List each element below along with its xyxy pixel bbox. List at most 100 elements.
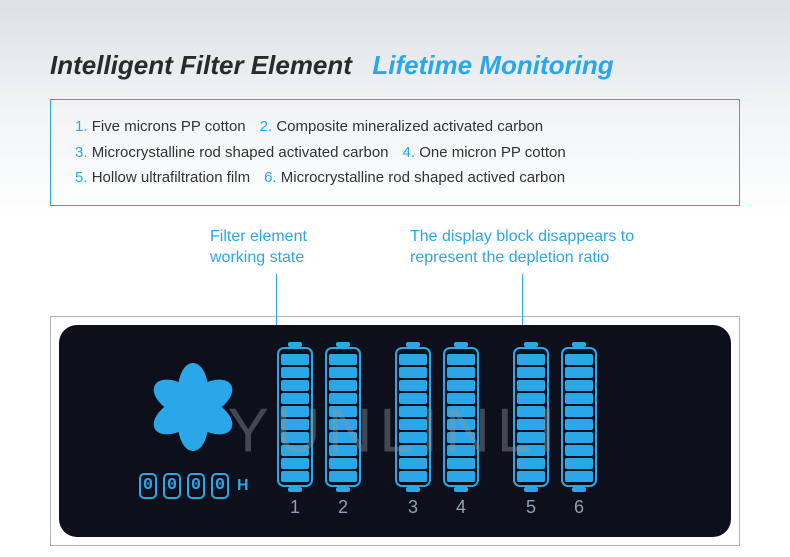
filter-segment: [565, 393, 593, 404]
legend-text: Hollow ultrafiltration film: [92, 169, 250, 186]
filter-segment: [565, 406, 593, 417]
legend-num: 1.: [75, 118, 88, 135]
filter-column: 3: [393, 347, 433, 518]
filter-segment: [281, 367, 309, 378]
filter-segment: [565, 380, 593, 391]
filter-segment: [399, 445, 427, 456]
filter-segment: [329, 458, 357, 469]
filter-segment: [565, 419, 593, 430]
filter-column: 4: [441, 347, 481, 518]
hours-counter: 0 0 0 0 H: [139, 473, 249, 499]
filter-segment: [517, 432, 545, 443]
counter-digit: 0: [163, 473, 181, 499]
filter-segment: [399, 432, 427, 443]
legend-item: 4. One micron PP cotton: [403, 140, 566, 166]
callout-line: The display block disappears to: [410, 226, 634, 248]
filter-segment: [329, 419, 357, 430]
filter-label: 3: [408, 497, 418, 518]
filter-segment: [281, 432, 309, 443]
filter-segment: [517, 367, 545, 378]
filter-segment: [517, 354, 545, 365]
filter-column: 6: [559, 347, 599, 518]
filter-segment: [329, 471, 357, 482]
legend-box: 1. Five microns PP cotton 2. Composite m…: [50, 99, 740, 206]
filter-column: 2: [323, 347, 363, 518]
filter-segment: [329, 445, 357, 456]
filter-label: 1: [290, 497, 300, 518]
filter-segment: [281, 393, 309, 404]
filter-segment: [399, 406, 427, 417]
filter-segment: [517, 458, 545, 469]
title-row: Intelligent Filter Element Lifetime Moni…: [50, 50, 740, 81]
filter-column: 1: [275, 347, 315, 518]
filter-segment: [281, 445, 309, 456]
filter-segment: [447, 445, 475, 456]
filter-segment: [517, 393, 545, 404]
legend-num: 2.: [260, 118, 273, 135]
filter-segment: [565, 354, 593, 365]
display-frame: 0 0 0 0 H 123456 YUNLINLI: [50, 316, 740, 546]
filter-segment: [447, 367, 475, 378]
title-primary: Intelligent Filter Element: [50, 50, 352, 80]
filter-segment: [565, 367, 593, 378]
filter-segment: [399, 471, 427, 482]
filter-segment: [329, 432, 357, 443]
legend-text: Composite mineralized activated carbon: [276, 118, 543, 135]
filter-body: [513, 347, 549, 487]
filter-segment: [329, 354, 357, 365]
filter-segment: [517, 406, 545, 417]
filter-segment: [329, 406, 357, 417]
legend-text: Five microns PP cotton: [92, 118, 246, 135]
filter-segment: [281, 406, 309, 417]
legend-text: Microcrystalline rod shaped actived carb…: [281, 169, 565, 186]
legend-num: 5.: [75, 169, 88, 186]
legend-item: 3. Microcrystalline rod shaped activated…: [75, 140, 389, 166]
filter-label: 2: [338, 497, 348, 518]
filter-body: [561, 347, 597, 487]
filter-segment: [565, 432, 593, 443]
filter-segment: [281, 471, 309, 482]
legend-num: 6.: [264, 169, 277, 186]
legend-num: 3.: [75, 144, 88, 161]
legend-text: One micron PP cotton: [419, 144, 565, 161]
filter-label: 5: [526, 497, 536, 518]
filter-segment: [565, 458, 593, 469]
filter-segment: [517, 445, 545, 456]
flower-icon: [151, 363, 235, 447]
callout-working-state: Filter element working state: [210, 226, 307, 269]
filter-columns: 123456: [275, 347, 599, 518]
legend-item: 6. Microcrystalline rod shaped actived c…: [264, 165, 565, 191]
filter-segment: [281, 380, 309, 391]
filter-segment: [447, 458, 475, 469]
callouts: Filter element working state The display…: [50, 226, 740, 316]
legend-item: 5. Hollow ultrafiltration film: [75, 165, 250, 191]
filter-segment: [565, 471, 593, 482]
lcd-display: 0 0 0 0 H 123456 YUNLINLI: [59, 325, 731, 537]
filter-segment: [399, 367, 427, 378]
filter-column: 5: [511, 347, 551, 518]
filter-segment: [447, 406, 475, 417]
legend-text: Microcrystalline rod shaped activated ca…: [92, 144, 389, 161]
filter-segment: [281, 419, 309, 430]
filter-segment: [447, 432, 475, 443]
filter-pair: 12: [275, 347, 363, 518]
filter-label: 4: [456, 497, 466, 518]
infographic-root: Intelligent Filter Element Lifetime Moni…: [0, 0, 790, 546]
filter-pair: 56: [511, 347, 599, 518]
filter-segment: [517, 419, 545, 430]
counter-digit: 0: [211, 473, 229, 499]
filter-segment: [447, 419, 475, 430]
title-accent: Lifetime Monitoring: [372, 50, 613, 80]
counter-digit: 0: [187, 473, 205, 499]
callout-depletion: The display block disappears to represen…: [410, 226, 634, 269]
filter-segment: [565, 445, 593, 456]
filter-segment: [329, 393, 357, 404]
filter-body: [325, 347, 361, 487]
filter-segment: [447, 380, 475, 391]
filter-segment: [329, 367, 357, 378]
filter-pair: 34: [393, 347, 481, 518]
callout-line: working state: [210, 247, 307, 269]
counter-unit: H: [237, 477, 249, 495]
filter-segment: [447, 354, 475, 365]
legend-item: 2. Composite mineralized activated carbo…: [260, 114, 544, 140]
